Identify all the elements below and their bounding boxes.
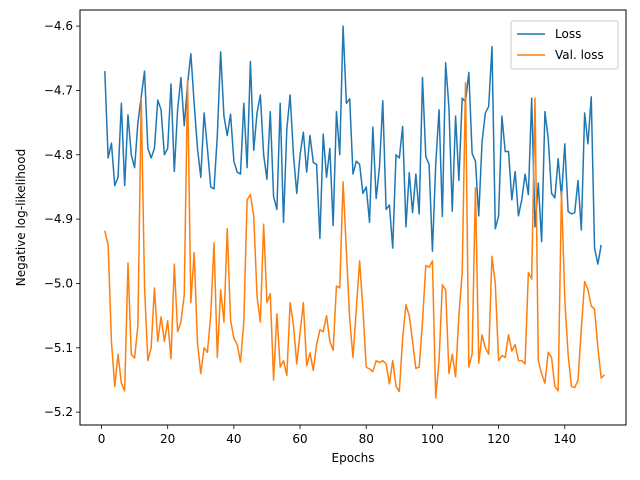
y-tick-label: −4.7: [44, 83, 73, 97]
legend-box: [510, 20, 619, 70]
x-tick-label: 100: [421, 432, 444, 446]
x-tick-label: 60: [292, 432, 307, 446]
x-axis-ticks: 0 20 40 60 80 100 120 140: [98, 425, 576, 446]
x-tick-label: 140: [553, 432, 576, 446]
plot-area: 0 20 40 60 80 100 120 140 −5.2−5.1−5.0−4.9−4.8−…: [44, 9, 627, 446]
x-tick-label: 40: [226, 432, 241, 446]
series-layer: [104, 25, 606, 399]
y-tick-label: −4.8: [44, 148, 73, 162]
legend-label-val-loss: Val. loss: [555, 48, 604, 62]
y-tick-label: −5.2: [44, 405, 73, 419]
y-tick-label: −4.9: [44, 212, 73, 226]
x-tick-label: 120: [487, 432, 510, 446]
x-tick-label: 0: [98, 432, 106, 446]
legend: Loss Val. loss: [510, 20, 619, 70]
legend-label-loss: Loss: [555, 27, 581, 41]
axes-frame: [79, 9, 627, 426]
series-line-val-loss: [104, 80, 606, 399]
y-axis-ticks: −5.2 −5.1 −5.0 −4.9 −4.8 −4.7 −4.6: [44, 19, 80, 419]
x-tick-label: 20: [160, 432, 175, 446]
y-axis-label: Negative log-likelihood: [14, 149, 28, 286]
y-tick-label: −5.1: [44, 341, 73, 355]
y-tick-label: −4.6: [44, 19, 73, 33]
y-tick-label: −5.0: [44, 276, 73, 290]
x-tick-label: 80: [359, 432, 374, 446]
x-axis-label: Epochs: [332, 451, 375, 465]
